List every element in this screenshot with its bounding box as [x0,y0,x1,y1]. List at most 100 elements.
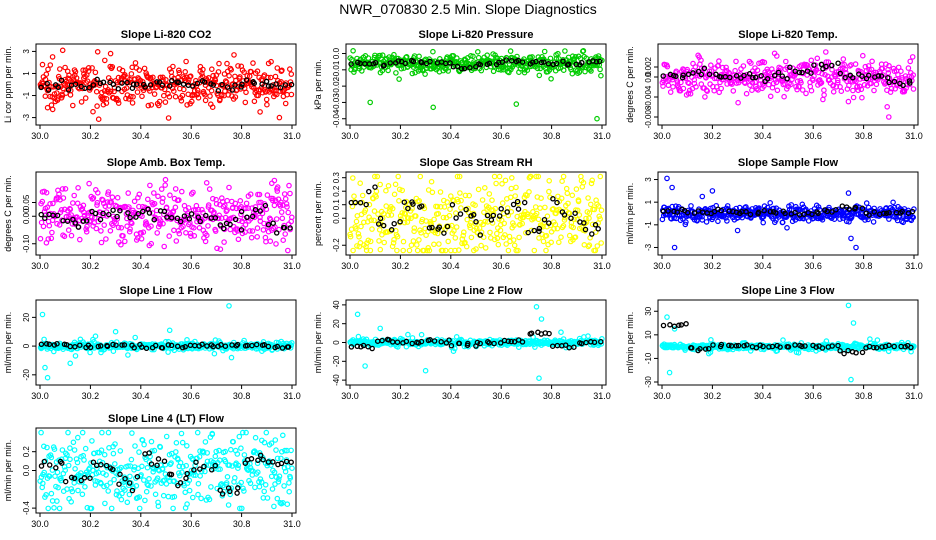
data-point-box [59,186,66,192]
mean-point-line3 [667,322,673,328]
data-point-line1 [132,334,139,341]
data-point-co2 [94,103,100,109]
mean-point-pressure [395,58,402,64]
data-point-pressure [409,70,416,77]
data-point-rh [408,215,414,222]
data-point-line4 [73,456,80,462]
x-tick-label-co2: 31.0 [283,131,301,141]
data-point-box [188,233,194,240]
data-point-line4 [65,429,71,436]
data-point-line4 [223,480,230,486]
data-point-line1 [211,350,218,357]
data-point-box [115,224,122,231]
outlier-point-line3 [848,376,854,383]
data-point-line4 [38,429,44,436]
mean-point-rh [477,232,484,238]
data-point-line4 [69,488,76,495]
mean-point-line3 [859,349,866,356]
data-point-pressure [548,76,554,82]
data-point-box [161,211,167,218]
data-point-box [100,197,106,203]
data-point-rh [418,230,424,236]
mean-point-box [125,210,131,216]
mean-point-box [232,216,239,223]
y-tick-label-sample: -1 [644,221,653,229]
data-point-co2 [132,60,139,66]
data-point-pressure [416,53,422,60]
data-point-line4 [226,462,233,468]
data-point-co2 [53,90,60,96]
mean-point-box [140,208,146,215]
y-tick-label-line3: -30 [644,376,653,388]
data-point-line2 [599,335,605,342]
outlier-point-sample [709,188,716,194]
y-tick-label-temp: -0.008 [644,105,653,128]
data-point-line4 [236,433,243,440]
mean-point-box [257,208,263,214]
outlier-point-co2 [276,114,283,121]
data-point-temp [678,79,684,86]
data-point-co2 [176,67,182,74]
data-point-box [83,229,90,235]
data-point-sample [688,203,694,209]
data-point-rh [394,233,401,240]
mean-point-sample [773,210,779,216]
data-point-line4 [47,452,54,458]
mean-point-line3 [777,344,783,350]
mean-point-box [106,211,112,218]
mean-point-co2 [115,86,122,92]
data-point-rh [445,238,452,245]
x-tick-label-line2: 30.4 [442,391,460,401]
data-point-box [44,204,51,211]
data-point-line4 [227,491,234,498]
mean-point-temp [698,71,705,78]
data-point-line4 [139,463,145,470]
data-point-rh [543,232,550,239]
data-point-rh [451,228,457,234]
data-point-co2 [185,79,192,86]
data-point-rh [548,239,555,246]
data-point-rh [347,231,353,238]
data-point-line4 [112,441,118,447]
mean-point-co2 [97,80,104,87]
data-point-co2 [89,65,95,71]
data-point-rh [533,210,540,217]
data-point-co2 [65,75,71,82]
data-point-rh [411,228,417,235]
mean-point-sample [883,210,890,217]
data-point-box [257,214,263,221]
data-point-temp [858,86,865,93]
mean-point-pressure [593,59,600,65]
y-tick-label-line2: 20 [332,319,341,328]
data-point-rh [459,236,466,242]
data-point-rh [383,187,389,194]
data-point-rh [524,211,531,217]
y-tick-label-co2: -1 [22,91,31,99]
data-point-rh [455,247,462,253]
data-point-rh [589,221,596,228]
mean-point-line3 [835,342,841,349]
mean-point-co2 [219,81,225,88]
data-point-line4 [79,491,86,498]
mean-point-line1 [152,342,159,349]
plot-frame-temp [657,43,919,126]
data-point-box [283,201,290,207]
data-point-line4 [82,483,88,490]
data-point-pressure [385,67,391,74]
mean-point-line1 [179,344,186,351]
mean-point-temp [796,69,803,76]
data-point-temp [716,58,722,64]
data-point-box [205,202,212,208]
data-point-box [224,197,231,204]
data-point-rh [457,190,463,196]
data-point-co2 [208,87,215,94]
data-point-rh [555,239,562,246]
data-point-line2 [450,348,457,355]
data-point-rh [350,247,356,254]
data-point-rh [466,192,473,199]
data-point-co2 [279,67,285,74]
mean-point-line3 [741,343,747,349]
mean-point-rh [418,203,425,209]
data-point-rh [405,215,412,221]
data-point-rh [416,237,422,243]
